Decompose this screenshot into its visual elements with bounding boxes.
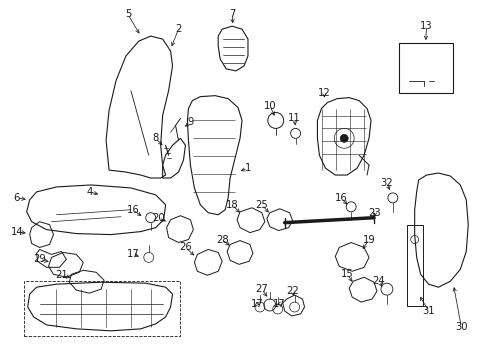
Bar [406, 225, 422, 306]
Text: 6: 6 [14, 193, 20, 203]
Text: 17: 17 [250, 299, 263, 309]
Text: 29: 29 [33, 255, 46, 264]
Text: 5: 5 [124, 9, 131, 19]
Text: 4: 4 [86, 187, 92, 197]
Text: 11: 11 [287, 113, 301, 123]
Text: 22: 22 [285, 286, 298, 296]
Text: 27: 27 [255, 284, 268, 294]
Text: 10: 10 [263, 100, 276, 111]
Text: 28: 28 [215, 234, 228, 244]
Text: 17: 17 [126, 249, 139, 260]
Text: 1: 1 [244, 163, 251, 173]
Text: 9: 9 [187, 117, 193, 127]
Text: 20: 20 [152, 213, 164, 223]
Text: 18: 18 [225, 200, 238, 210]
Text: 2: 2 [175, 24, 182, 34]
Text: 25: 25 [255, 200, 268, 210]
Text: 16: 16 [126, 205, 139, 215]
Circle shape [340, 134, 347, 142]
Bar [398, 43, 452, 93]
Text: 15: 15 [340, 269, 353, 279]
Text: 21: 21 [55, 270, 68, 280]
Text: 32: 32 [380, 178, 392, 188]
Text: 7: 7 [228, 9, 235, 19]
Text: 8: 8 [152, 133, 159, 143]
Text: 17: 17 [273, 299, 285, 309]
Bar [24, 281, 180, 336]
Text: 30: 30 [454, 322, 467, 332]
Text: 26: 26 [179, 243, 191, 252]
Text: 23: 23 [368, 208, 381, 218]
Text: 16: 16 [334, 193, 347, 203]
Text: 24: 24 [372, 276, 385, 286]
Text: 13: 13 [419, 21, 432, 31]
Text: 31: 31 [422, 306, 434, 316]
Text: 19: 19 [362, 234, 375, 244]
Text: 12: 12 [317, 88, 330, 98]
Text: 14: 14 [10, 226, 23, 237]
